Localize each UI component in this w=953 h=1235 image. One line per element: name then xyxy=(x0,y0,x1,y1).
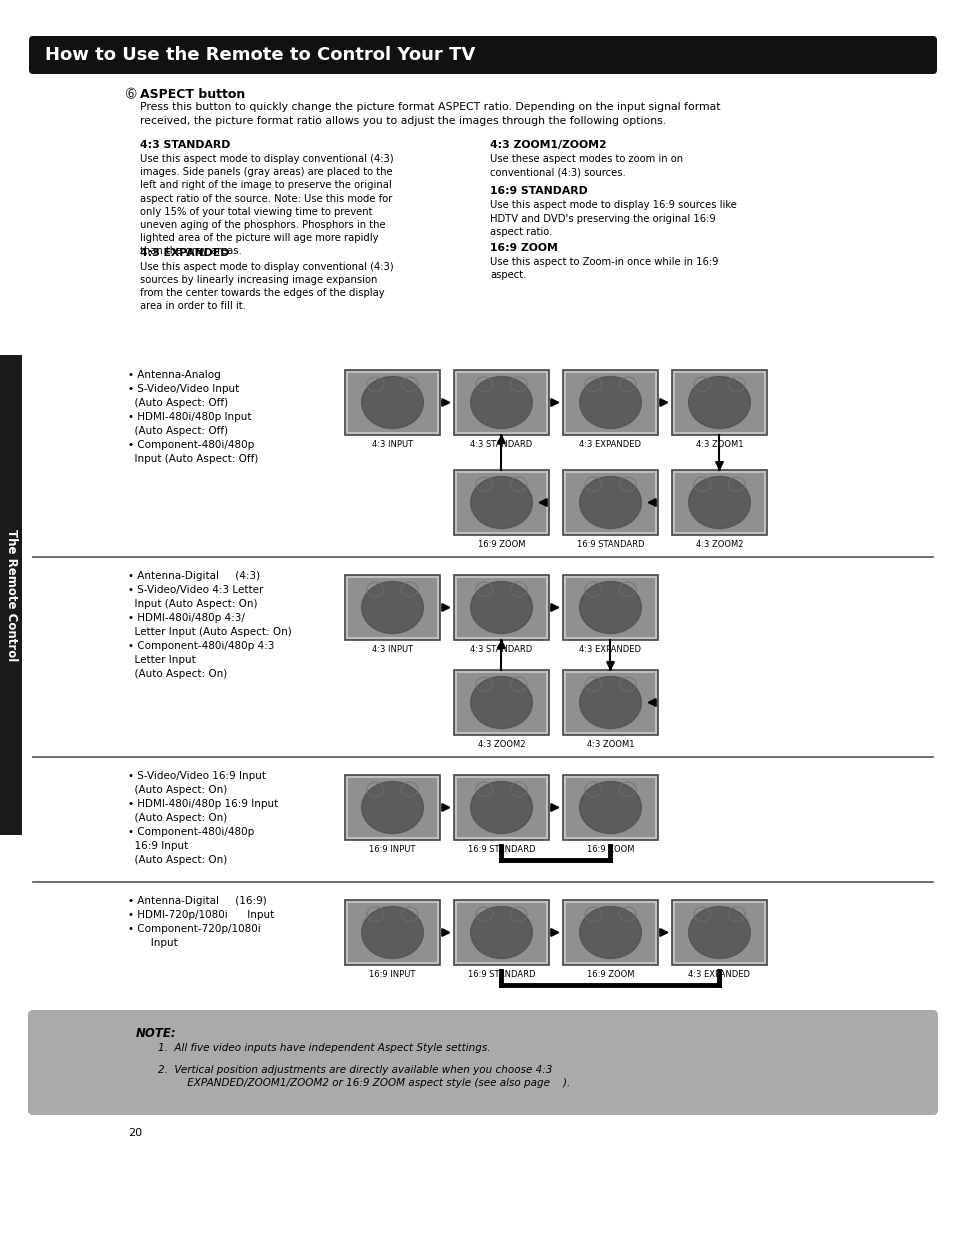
Text: The Remote Control: The Remote Control xyxy=(5,529,17,661)
FancyBboxPatch shape xyxy=(565,778,655,837)
Text: ASPECT button: ASPECT button xyxy=(140,88,245,101)
FancyBboxPatch shape xyxy=(456,578,545,637)
FancyBboxPatch shape xyxy=(348,903,436,962)
FancyBboxPatch shape xyxy=(345,776,439,840)
Text: 4:3 INPUT: 4:3 INPUT xyxy=(372,645,413,655)
Text: 16:9 ZOOM: 16:9 ZOOM xyxy=(586,969,634,979)
Text: 16:9 ZOOM: 16:9 ZOOM xyxy=(490,243,558,253)
FancyBboxPatch shape xyxy=(562,471,658,535)
FancyBboxPatch shape xyxy=(348,778,436,837)
Ellipse shape xyxy=(470,677,532,729)
Text: 4:3 EXPANDED: 4:3 EXPANDED xyxy=(140,247,229,258)
Text: • S-Video/Video 16:9 Input
  (Auto Aspect: On)
• HDMI-480i/480p 16:9 Input
  (Au: • S-Video/Video 16:9 Input (Auto Aspect:… xyxy=(128,771,278,864)
Text: ➅: ➅ xyxy=(126,88,136,101)
Text: 16:9 INPUT: 16:9 INPUT xyxy=(369,845,416,853)
FancyBboxPatch shape xyxy=(565,473,655,532)
Text: 4:3 ZOOM2: 4:3 ZOOM2 xyxy=(477,740,525,748)
FancyBboxPatch shape xyxy=(565,673,655,732)
Ellipse shape xyxy=(579,782,640,834)
FancyBboxPatch shape xyxy=(456,903,545,962)
Text: 2.  Vertical position adjustments are directly available when you choose 4:3
   : 2. Vertical position adjustments are dir… xyxy=(158,1065,570,1088)
Text: How to Use the Remote to Control Your TV: How to Use the Remote to Control Your TV xyxy=(45,46,475,64)
Text: • Antenna-Analog
• S-Video/Video Input
  (Auto Aspect: Off)
• HDMI-480i/480p Inp: • Antenna-Analog • S-Video/Video Input (… xyxy=(128,370,258,464)
Text: Use this aspect mode to display 16:9 sources like
HDTV and DVD's preserving the : Use this aspect mode to display 16:9 sou… xyxy=(490,200,736,237)
Text: 16:9 ZOOM: 16:9 ZOOM xyxy=(586,845,634,853)
Ellipse shape xyxy=(361,782,423,834)
FancyBboxPatch shape xyxy=(456,778,545,837)
Text: • Antenna-Digital     (16:9)
• HDMI-720p/1080i      Input
• Component-720p/1080i: • Antenna-Digital (16:9) • HDMI-720p/108… xyxy=(128,897,274,948)
FancyBboxPatch shape xyxy=(675,903,763,962)
FancyBboxPatch shape xyxy=(562,900,658,965)
Text: Use this aspect mode to display conventional (4:3)
sources by linearly increasin: Use this aspect mode to display conventi… xyxy=(140,262,394,311)
FancyBboxPatch shape xyxy=(562,576,658,640)
FancyBboxPatch shape xyxy=(454,370,548,435)
Ellipse shape xyxy=(470,582,532,634)
Text: 4:3 ZOOM1/ZOOM2: 4:3 ZOOM1/ZOOM2 xyxy=(490,140,606,149)
Ellipse shape xyxy=(688,377,750,429)
FancyBboxPatch shape xyxy=(671,900,766,965)
Text: Press this button to quickly change the picture format ASPECT ratio. Depending o: Press this button to quickly change the … xyxy=(140,103,720,126)
FancyBboxPatch shape xyxy=(675,473,763,532)
FancyBboxPatch shape xyxy=(675,373,763,432)
FancyBboxPatch shape xyxy=(671,370,766,435)
Ellipse shape xyxy=(470,782,532,834)
Text: 4:3 ZOOM1: 4:3 ZOOM1 xyxy=(586,740,634,748)
Ellipse shape xyxy=(579,377,640,429)
Text: 16:9 INPUT: 16:9 INPUT xyxy=(369,969,416,979)
Text: • Antenna-Digital     (4:3)
• S-Video/Video 4:3 Letter
  Input (Auto Aspect: On): • Antenna-Digital (4:3) • S-Video/Video … xyxy=(128,571,292,679)
FancyBboxPatch shape xyxy=(345,900,439,965)
FancyBboxPatch shape xyxy=(562,776,658,840)
Text: 4:3 ZOOM1: 4:3 ZOOM1 xyxy=(695,440,742,450)
FancyBboxPatch shape xyxy=(456,373,545,432)
Text: 16:9 STANDARD: 16:9 STANDARD xyxy=(467,845,535,853)
Text: 4:3 STANDARD: 4:3 STANDARD xyxy=(470,440,532,450)
FancyBboxPatch shape xyxy=(562,671,658,735)
Ellipse shape xyxy=(470,477,532,529)
Ellipse shape xyxy=(470,377,532,429)
FancyBboxPatch shape xyxy=(565,373,655,432)
FancyBboxPatch shape xyxy=(454,471,548,535)
FancyBboxPatch shape xyxy=(0,354,22,835)
Text: 4:3 EXPANDED: 4:3 EXPANDED xyxy=(688,969,750,979)
FancyBboxPatch shape xyxy=(348,373,436,432)
FancyBboxPatch shape xyxy=(565,903,655,962)
FancyBboxPatch shape xyxy=(454,900,548,965)
Ellipse shape xyxy=(579,477,640,529)
Ellipse shape xyxy=(579,677,640,729)
FancyBboxPatch shape xyxy=(454,776,548,840)
FancyBboxPatch shape xyxy=(345,370,439,435)
Text: 1.  All five video inputs have independent Aspect Style settings.: 1. All five video inputs have independen… xyxy=(158,1044,490,1053)
Text: 20: 20 xyxy=(128,1128,142,1137)
Ellipse shape xyxy=(361,906,423,958)
FancyBboxPatch shape xyxy=(456,473,545,532)
Text: 16:9 ZOOM: 16:9 ZOOM xyxy=(477,540,525,550)
Text: 4:3 EXPANDED: 4:3 EXPANDED xyxy=(578,645,640,655)
Text: 4:3 STANDARD: 4:3 STANDARD xyxy=(140,140,230,149)
Text: 16:9 STANDARD: 16:9 STANDARD xyxy=(490,186,587,196)
Ellipse shape xyxy=(579,906,640,958)
Text: 16:9 STANDARD: 16:9 STANDARD xyxy=(467,969,535,979)
Text: NOTE:: NOTE: xyxy=(136,1028,176,1040)
FancyBboxPatch shape xyxy=(456,673,545,732)
Text: Use this aspect mode to display conventional (4:3)
images. Side panels (gray are: Use this aspect mode to display conventi… xyxy=(140,154,394,257)
Text: 4:3 EXPANDED: 4:3 EXPANDED xyxy=(578,440,640,450)
Text: Use this aspect to Zoom-in once while in 16:9
aspect.: Use this aspect to Zoom-in once while in… xyxy=(490,257,718,280)
FancyBboxPatch shape xyxy=(348,578,436,637)
Text: 16:9 STANDARD: 16:9 STANDARD xyxy=(577,540,643,550)
FancyBboxPatch shape xyxy=(29,36,936,74)
Text: 4:3 INPUT: 4:3 INPUT xyxy=(372,440,413,450)
FancyBboxPatch shape xyxy=(454,671,548,735)
Ellipse shape xyxy=(470,906,532,958)
Ellipse shape xyxy=(361,377,423,429)
Ellipse shape xyxy=(688,477,750,529)
Ellipse shape xyxy=(361,582,423,634)
FancyBboxPatch shape xyxy=(565,578,655,637)
FancyBboxPatch shape xyxy=(454,576,548,640)
Text: 4:3 ZOOM2: 4:3 ZOOM2 xyxy=(695,540,742,550)
FancyBboxPatch shape xyxy=(671,471,766,535)
Ellipse shape xyxy=(579,582,640,634)
FancyBboxPatch shape xyxy=(345,576,439,640)
Text: Use these aspect modes to zoom in on
conventional (4:3) sources.: Use these aspect modes to zoom in on con… xyxy=(490,154,682,177)
Ellipse shape xyxy=(688,906,750,958)
FancyBboxPatch shape xyxy=(28,1010,937,1115)
